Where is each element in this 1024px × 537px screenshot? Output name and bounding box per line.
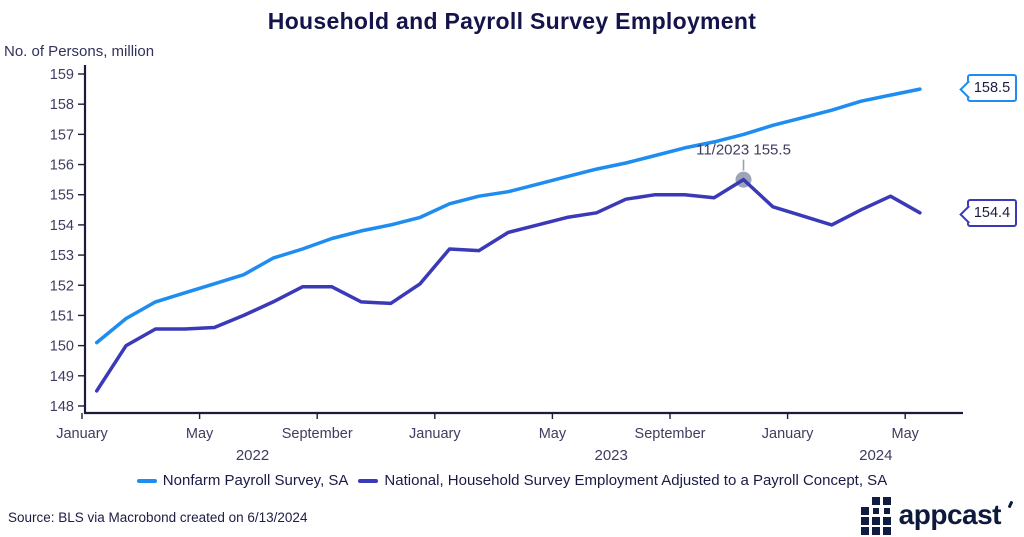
year-label: 2022: [236, 447, 269, 464]
year-label: 2024: [859, 447, 892, 464]
year-label: 2023: [595, 447, 628, 464]
series-line-nonfarm-payroll: [94, 87, 922, 345]
logo-trademark-tick: [1007, 500, 1014, 509]
x-tick-label: May: [891, 426, 919, 442]
y-tick-label: 159: [50, 67, 74, 83]
y-tick-label: 153: [50, 248, 74, 264]
appcast-logo-icon: [860, 497, 891, 535]
end-value-payroll: 158.5: [973, 80, 1011, 96]
series-line-household-adjusted: [94, 177, 922, 393]
appcast-logo: appcast: [860, 497, 1014, 535]
y-tick-label: 148: [50, 399, 74, 415]
x-tick-label: May: [186, 426, 214, 442]
legend-item-household: National, Household Survey Employment Ad…: [358, 472, 887, 489]
appcast-logo-text: appcast: [898, 499, 1002, 530]
legend-swatch-household: [358, 478, 379, 483]
y-tick-label: 158: [50, 97, 74, 113]
chart-title: Household and Payroll Survey Employment: [267, 8, 757, 34]
x-tick-label: January: [762, 426, 814, 442]
x-tick-label: January: [56, 426, 108, 442]
legend-item-payroll: Nonfarm Payroll Survey, SA: [136, 472, 349, 489]
x-tick-label: September: [635, 426, 706, 442]
source-note: Source: BLS via Macrobond created on 6/1…: [8, 510, 308, 525]
y-tick-label: 149: [50, 369, 74, 385]
chart-svg: 148 149 150 151 152 153 154 155 156 157 158 159 Janu…: [50, 65, 963, 464]
legend: Nonfarm Payroll Survey, SA National, Hou…: [0, 472, 1024, 489]
x-tick-label: May: [539, 426, 567, 442]
legend-label-household: National, Household Survey Employment Ad…: [384, 472, 888, 489]
y-tick-label: 154: [50, 218, 74, 234]
legend-label-payroll: Nonfarm Payroll Survey, SA: [162, 472, 349, 489]
end-value-household: 154.4: [973, 205, 1011, 221]
x-tick-label: January: [409, 426, 461, 442]
y-tick-label: 150: [50, 339, 74, 355]
y-tick-label: 156: [50, 158, 74, 174]
end-value-callout-household: 154.4: [959, 199, 1017, 227]
y-tick-label: 151: [50, 308, 74, 324]
legend-swatch-payroll: [136, 478, 157, 483]
y-tick-label: 157: [50, 127, 74, 143]
end-value-callout-payroll: 158.5: [959, 74, 1017, 102]
x-tick-label: September: [282, 426, 353, 442]
annotation-label: 11/2023 155.5: [696, 142, 791, 159]
y-axis-unit-label: No. of Persons, million: [4, 43, 155, 60]
y-tick-label: 155: [50, 188, 74, 204]
y-tick-label: 152: [50, 278, 74, 294]
